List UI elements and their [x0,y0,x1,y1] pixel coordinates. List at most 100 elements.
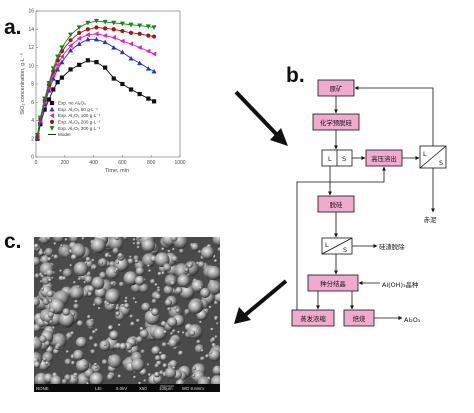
box-calcination-label: 焙烧 [353,314,366,323]
data-point [146,96,151,101]
sem-particle [139,326,144,331]
sem-particle [150,278,156,285]
sem-particle [86,271,92,277]
sem-particle [151,298,157,304]
sem-particle [217,247,220,252]
data-point [68,32,74,38]
data-point [111,27,116,32]
data-point [68,43,73,49]
sem-particle [41,287,44,291]
sem-particle [101,359,108,365]
sem-particle [38,250,44,256]
data-point [119,49,125,55]
data-point [146,33,151,38]
sem-label-3: 5.0kV [116,386,127,391]
sem-particle [109,330,119,341]
sem-particle [81,237,85,240]
x-tick-label: 800 [147,160,156,166]
sem-particle [84,275,93,284]
sem-particle [206,265,220,281]
sem-particle [59,269,63,273]
sem-particle [110,281,115,286]
sem-particle [106,373,114,381]
sem-particle [69,264,73,267]
sem-particle [76,285,80,289]
sem-particle [108,254,112,258]
data-point [93,18,99,24]
sem-particle [42,357,47,362]
sem-particle [94,362,98,366]
data-point [120,81,125,87]
sem-particle [175,308,180,313]
sem-particle [154,363,160,369]
data-point [111,44,117,50]
sem-particle [114,237,120,241]
sem-particle [154,355,161,362]
sem-particle [141,238,156,253]
sem-particle [62,268,73,279]
legend-swatch [49,106,55,112]
data-point [37,115,43,121]
sem-particle [54,345,60,351]
sem-particle [64,238,68,242]
separator-2-L: L [423,150,427,158]
sem-particle [53,254,59,260]
sem-label-2: LEI [95,386,102,391]
x-ticks: 0 200 400 600 800 1000 [35,155,186,166]
data-point [55,54,61,60]
sem-particle [147,373,152,377]
legend-item: Exp. no Al₂O₃ [49,101,86,106]
sem-particle [164,299,172,307]
sem-particle [50,375,62,384]
box-evaporation-label: 蒸发浓缩 [300,314,326,323]
y-tick-label: 12 [28,45,34,51]
series-layer [34,18,157,141]
sem-particle [75,336,87,349]
sem-particle [91,276,105,290]
data-point [50,72,56,78]
sem-particle [151,346,161,356]
data-point [85,36,91,42]
sem-micrograph: NONE LEI 5.0kV X50 100μm WD 8.6mm [34,237,220,392]
sem-particle [60,244,63,247]
legend-label: Exp. Al₂O₃ 300 g·L⁻¹ [58,126,101,131]
sem-particle [199,320,202,324]
sem-particle [105,289,120,305]
data-point [111,20,117,26]
sem-particle [70,360,75,366]
sem-particle [64,358,72,366]
data-point [77,30,82,35]
legend-item: Exp. Al₂O₃ 300 g·L⁻¹ [49,126,101,131]
sem-particle [89,372,104,384]
data-point [77,62,82,67]
legend-swatch [49,113,55,119]
data-point [93,31,99,37]
sem-particle [50,276,54,280]
sem-particle [170,237,178,242]
chart-panel-a: 0 200 400 600 800 1000 0 2 4 6 8 10 12 14 16 Time, mi… [20,9,186,174]
sem-particle [97,307,101,310]
sem-particle [167,249,171,253]
sem-particle [179,284,195,300]
sem-particle [76,320,84,327]
sem-particle [135,266,145,276]
sem-particle [200,356,205,361]
data-point [120,28,125,34]
sem-particle [174,263,190,279]
sem-particle [207,280,220,295]
x-tick-label: 200 [61,160,70,166]
data-point [145,48,151,54]
sem-particle [108,237,124,251]
data-point [51,87,56,92]
data-point [85,27,90,32]
sem-particle [214,335,218,339]
panel-label-c: c. [4,230,22,253]
sem-particle [175,286,183,294]
sem-particle [77,277,82,281]
data-point [128,55,134,61]
data-point [34,133,40,138]
sem-particle [53,237,65,243]
sem-particle [49,320,53,324]
sem-particle [69,285,84,300]
sem-particle [159,351,162,355]
